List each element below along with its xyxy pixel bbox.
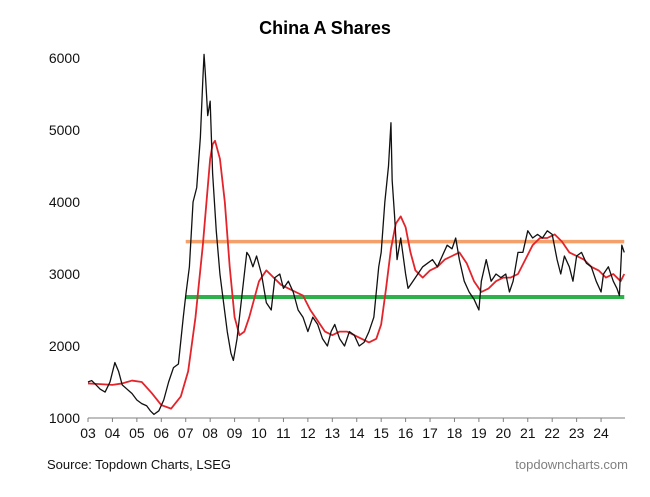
x-tick-label: 15 <box>373 425 389 441</box>
x-tick-label: 11 <box>276 425 291 441</box>
chart-series <box>87 53 626 416</box>
chart-title: China A Shares <box>259 18 391 38</box>
x-tick-label: 10 <box>251 425 267 441</box>
x-tick-label: 05 <box>129 425 145 441</box>
x-tick-label: 23 <box>569 425 585 441</box>
y-tick-label: 6000 <box>49 50 80 66</box>
x-tick-label: 20 <box>496 425 512 441</box>
series-line-1 <box>87 139 626 410</box>
x-tick-label: 04 <box>105 425 121 441</box>
x-tick-label: 21 <box>520 425 536 441</box>
x-tick-label: 17 <box>422 425 438 441</box>
x-tick-label: 18 <box>447 425 463 441</box>
y-tick-label: 1000 <box>49 410 80 426</box>
x-tick-label: 06 <box>154 425 170 441</box>
brand-watermark: topdowncharts.com <box>515 457 628 472</box>
x-tick-label: 09 <box>227 425 243 441</box>
x-tick-label: 03 <box>80 425 96 441</box>
x-tick-label: 07 <box>178 425 194 441</box>
x-tick-label: 16 <box>398 425 414 441</box>
y-tick-label: 4000 <box>49 194 80 210</box>
y-tick-label: 3000 <box>49 266 80 282</box>
x-tick-label: 22 <box>544 425 560 441</box>
x-tick-label: 13 <box>325 425 341 441</box>
x-tick-label: 12 <box>300 425 316 441</box>
chart-source: Source: Topdown Charts, LSEG <box>47 457 232 472</box>
y-tick-label: 5000 <box>49 122 80 138</box>
x-tick-label: 08 <box>202 425 218 441</box>
x-tick-label: 19 <box>471 425 487 441</box>
y-tick-label: 2000 <box>49 338 80 354</box>
chart-axes <box>87 417 625 422</box>
series-line-0 <box>87 53 625 416</box>
chart-ticks: 1000 2000 3000 4000 5000 6000 03 04 05 06 07 08 09 10… <box>49 50 609 441</box>
x-tick-label: 24 <box>593 425 609 441</box>
x-tick-label: 14 <box>349 425 365 441</box>
